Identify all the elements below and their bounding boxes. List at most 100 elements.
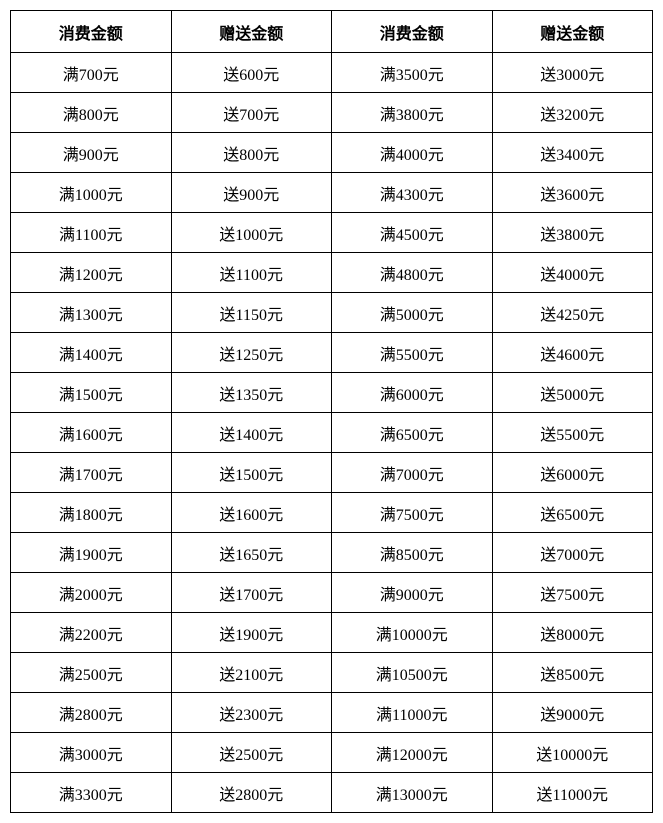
promotion-tiers-table: 消费金额 赠送金额 消费金额 赠送金额 满700元送600元满3500元送300… [10,10,653,813]
table-cell: 送6500元 [492,493,653,533]
table-cell: 满1600元 [11,413,172,453]
table-cell: 满1900元 [11,533,172,573]
column-header-spend-1: 消费金额 [11,11,172,53]
table-cell: 满1400元 [11,333,172,373]
table-cell: 满900元 [11,133,172,173]
table-cell: 送8000元 [492,613,653,653]
table-cell: 送5000元 [492,373,653,413]
table-cell: 满5500元 [332,333,493,373]
table-cell: 送700元 [171,93,332,133]
table-row: 满1200元送1100元满4800元送4000元 [11,253,653,293]
table-cell: 满10500元 [332,653,493,693]
table-cell: 送1400元 [171,413,332,453]
table-cell: 送4600元 [492,333,653,373]
table-cell: 送3400元 [492,133,653,173]
table-cell: 送1350元 [171,373,332,413]
table-cell: 送600元 [171,53,332,93]
table-cell: 送7000元 [492,533,653,573]
table-cell: 送3800元 [492,213,653,253]
table-cell: 送2300元 [171,693,332,733]
table-row: 满700元送600元满3500元送3000元 [11,53,653,93]
table-cell: 满1800元 [11,493,172,533]
table-cell: 满9000元 [332,573,493,613]
table-row: 满1000元送900元满4300元送3600元 [11,173,653,213]
table-cell: 送900元 [171,173,332,213]
table-row: 满2200元送1900元满10000元送8000元 [11,613,653,653]
table-header-row: 消费金额 赠送金额 消费金额 赠送金额 [11,11,653,53]
table-cell: 满3800元 [332,93,493,133]
table-cell: 送10000元 [492,733,653,773]
table-row: 满2800元送2300元满11000元送9000元 [11,693,653,733]
table-row: 满3000元送2500元满12000元送10000元 [11,733,653,773]
table-cell: 送4000元 [492,253,653,293]
table-cell: 送800元 [171,133,332,173]
table-row: 满3300元送2800元满13000元送11000元 [11,773,653,813]
table-cell: 送1650元 [171,533,332,573]
table-cell: 送9000元 [492,693,653,733]
column-header-bonus-1: 赠送金额 [171,11,332,53]
table-cell: 送1000元 [171,213,332,253]
table-cell: 送2100元 [171,653,332,693]
table-cell: 送3000元 [492,53,653,93]
table-cell: 满2800元 [11,693,172,733]
table-cell: 送1150元 [171,293,332,333]
table-cell: 送1250元 [171,333,332,373]
table-cell: 满3000元 [11,733,172,773]
table-cell: 满1500元 [11,373,172,413]
table-cell: 满4300元 [332,173,493,213]
table-cell: 送2800元 [171,773,332,813]
table-cell: 送1700元 [171,573,332,613]
table-row: 满1600元送1400元满6500元送5500元 [11,413,653,453]
table-cell: 满3300元 [11,773,172,813]
table-cell: 满4800元 [332,253,493,293]
table-cell: 满2000元 [11,573,172,613]
column-header-spend-2: 消费金额 [332,11,493,53]
table-cell: 送6000元 [492,453,653,493]
table-cell: 满12000元 [332,733,493,773]
table-cell: 满1000元 [11,173,172,213]
table-row: 满1900元送1650元满8500元送7000元 [11,533,653,573]
table-cell: 送2500元 [171,733,332,773]
table-row: 满1100元送1000元满4500元送3800元 [11,213,653,253]
table-cell: 送1900元 [171,613,332,653]
table-body: 满700元送600元满3500元送3000元满800元送700元满3800元送3… [11,53,653,813]
table-cell: 满4500元 [332,213,493,253]
table-cell: 满11000元 [332,693,493,733]
table-cell: 满3500元 [332,53,493,93]
table-cell: 满6000元 [332,373,493,413]
table-cell: 满8500元 [332,533,493,573]
table-cell: 满1300元 [11,293,172,333]
table-cell: 满1200元 [11,253,172,293]
table-row: 满2000元送1700元满9000元送7500元 [11,573,653,613]
table-cell: 送8500元 [492,653,653,693]
table-cell: 满700元 [11,53,172,93]
table-row: 满1700元送1500元满7000元送6000元 [11,453,653,493]
table-cell: 满2500元 [11,653,172,693]
table-cell: 满13000元 [332,773,493,813]
table-cell: 满10000元 [332,613,493,653]
table-cell: 满1700元 [11,453,172,493]
table-row: 满1300元送1150元满5000元送4250元 [11,293,653,333]
table-cell: 送1100元 [171,253,332,293]
table-cell: 送3600元 [492,173,653,213]
table-cell: 送1500元 [171,453,332,493]
table-cell: 满5000元 [332,293,493,333]
table-cell: 送1600元 [171,493,332,533]
column-header-bonus-2: 赠送金额 [492,11,653,53]
table-row: 满2500元送2100元满10500元送8500元 [11,653,653,693]
table-cell: 满2200元 [11,613,172,653]
table-row: 满1800元送1600元满7500元送6500元 [11,493,653,533]
table-cell: 送4250元 [492,293,653,333]
table-cell: 满800元 [11,93,172,133]
table-cell: 满7000元 [332,453,493,493]
table-cell: 满7500元 [332,493,493,533]
table-cell: 送7500元 [492,573,653,613]
table-cell: 送3200元 [492,93,653,133]
table-cell: 送11000元 [492,773,653,813]
table-row: 满900元送800元满4000元送3400元 [11,133,653,173]
table-cell: 满4000元 [332,133,493,173]
table-row: 满1500元送1350元满6000元送5000元 [11,373,653,413]
table-cell: 满1100元 [11,213,172,253]
table-cell: 送5500元 [492,413,653,453]
table-row: 满1400元送1250元满5500元送4600元 [11,333,653,373]
